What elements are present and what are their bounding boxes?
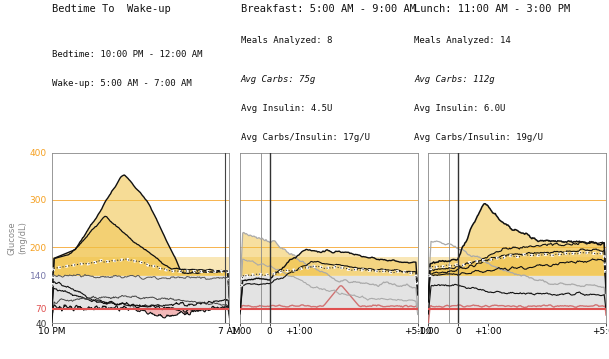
Text: Bedtime: 10:00 PM - 12:00 AM: Bedtime: 10:00 PM - 12:00 AM [52, 50, 202, 59]
Text: Bedtime To  Wake-up: Bedtime To Wake-up [52, 4, 171, 14]
Text: Meals Analyzed: 14: Meals Analyzed: 14 [414, 36, 511, 45]
Y-axis label: Glucose
(mg/dL): Glucose (mg/dL) [7, 221, 27, 255]
Text: Breakfast: 5:00 AM - 9:00 AM: Breakfast: 5:00 AM - 9:00 AM [241, 4, 415, 14]
Text: Meals Analyzed: 8: Meals Analyzed: 8 [241, 36, 332, 45]
Bar [428, 257, 606, 276]
Bar [428, 276, 606, 309]
Bar [240, 257, 418, 276]
Text: Avg Insulin: 4.5U: Avg Insulin: 4.5U [241, 104, 332, 113]
Bar [52, 276, 230, 309]
Bar [52, 257, 230, 276]
Text: Lunch: 11:00 AM - 3:00 PM: Lunch: 11:00 AM - 3:00 PM [414, 4, 571, 14]
Text: Avg Carbs/Insulin: 19g/U: Avg Carbs/Insulin: 19g/U [414, 133, 543, 142]
Bar [240, 276, 418, 309]
Text: Avg Insulin: 6.0U: Avg Insulin: 6.0U [414, 104, 505, 113]
Text: Avg Carbs/Insulin: 17g/U: Avg Carbs/Insulin: 17g/U [241, 133, 370, 142]
Text: Wake-up: 5:00 AM - 7:00 AM: Wake-up: 5:00 AM - 7:00 AM [52, 79, 191, 88]
Text: Avg Carbs: 112g: Avg Carbs: 112g [414, 75, 495, 84]
Text: Avg Carbs: 75g: Avg Carbs: 75g [241, 75, 316, 84]
